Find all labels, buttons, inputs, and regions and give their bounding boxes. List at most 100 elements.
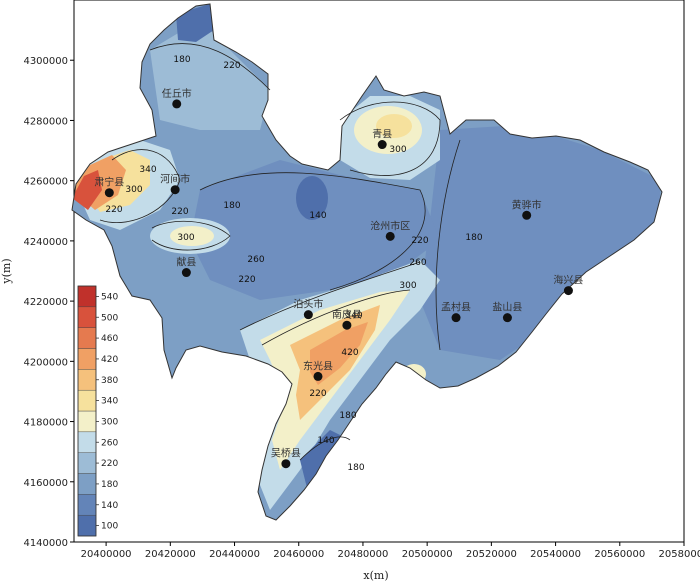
legend-swatch xyxy=(77,494,97,516)
x-tick-label: 20480000 xyxy=(337,549,388,560)
x-tick-label: 20440000 xyxy=(209,549,260,560)
region-outline xyxy=(71,3,663,521)
x-tick-label: 20500000 xyxy=(402,549,453,560)
city-label: 任丘市 xyxy=(162,87,192,100)
city-marker xyxy=(104,188,114,198)
x-tick-label: 20460000 xyxy=(273,549,324,560)
contour-line-3 xyxy=(199,172,426,291)
x-axis: 20400000 20420000 20440000 20460000 20480000… xyxy=(81,542,700,560)
contour-value-label: 180 xyxy=(347,463,364,473)
y-tick-label: 4140000 xyxy=(23,538,68,549)
contour-line-1 xyxy=(149,43,271,91)
legend-value-label: 460 xyxy=(101,334,118,344)
contour-value-label: 340 xyxy=(345,311,362,321)
y-tick-label: 4200000 xyxy=(23,357,68,368)
contour-value-label: 260 xyxy=(247,255,264,265)
contour-value-label: 300 xyxy=(389,145,406,155)
contour-value-label: 300 xyxy=(399,281,416,291)
city-marker xyxy=(281,459,291,469)
legend-value-label: 420 xyxy=(101,355,118,365)
city-label: 青县 xyxy=(372,128,392,141)
band-central-low xyxy=(190,160,440,300)
legend-value-label: 100 xyxy=(101,522,118,532)
legend-swatch xyxy=(77,452,97,474)
contour-line-6 xyxy=(261,289,411,346)
legend-value-label: 300 xyxy=(101,417,118,427)
contour-line-9 xyxy=(151,220,231,251)
city-label: 海兴县 xyxy=(553,274,583,287)
city-label: 南皮县 xyxy=(332,308,362,321)
y-tick-label: 4280000 xyxy=(23,116,68,127)
band-south-420 xyxy=(310,322,368,385)
contour-line-8 xyxy=(299,436,351,461)
contour-line-4 xyxy=(339,101,441,176)
contour-value-label: 300 xyxy=(125,185,142,195)
band-west-500 xyxy=(72,170,102,210)
city-label: 河间市 xyxy=(160,173,190,186)
contour-value-label: 220 xyxy=(171,207,188,217)
contour-value-label: 300 xyxy=(177,233,194,243)
contour-line-7 xyxy=(435,139,461,351)
x-tick-label: 20540000 xyxy=(530,549,581,560)
city-label: 黄骅市 xyxy=(512,198,542,211)
x-tick-label: 20560000 xyxy=(594,549,645,560)
colorbar-legend: 100 140 180 220 260 300 340 380 420 460 500 540 xyxy=(77,285,118,537)
contour-value-label: 220 xyxy=(223,61,240,71)
contour-line-2 xyxy=(99,149,181,223)
legend-value-label: 180 xyxy=(101,480,118,490)
contour-value-label: 220 xyxy=(105,205,122,215)
contour-value-label: 220 xyxy=(238,275,255,285)
legend-frame xyxy=(77,285,97,537)
legend-swatch xyxy=(77,348,97,370)
contour-line-5 xyxy=(239,261,421,331)
city-marker xyxy=(502,313,512,323)
band-wc-300 xyxy=(170,226,214,246)
legend-swatch xyxy=(77,285,97,308)
city-label: 盐山县 xyxy=(492,301,522,314)
contour-lines xyxy=(99,43,461,461)
legend-swatch xyxy=(77,389,97,412)
city-label: 孟村县 xyxy=(441,301,471,314)
contour-value-label: 220 xyxy=(411,236,428,246)
city-marker xyxy=(303,310,313,320)
legend-value-label: 260 xyxy=(101,438,118,448)
city-marker xyxy=(385,231,395,241)
legend-value-label: 340 xyxy=(101,397,118,407)
city-label: 肃宁县 xyxy=(94,176,124,189)
legend-value-label: 540 xyxy=(101,292,118,302)
legend-value-label: 140 xyxy=(101,501,118,511)
contour-value-label: 180 xyxy=(223,201,240,211)
x-tick-label: 20520000 xyxy=(466,549,517,560)
city-marker xyxy=(377,140,387,150)
contour-value-label: 180 xyxy=(173,55,190,65)
contour-value-label: 180 xyxy=(339,411,356,421)
contour-value-label: 340 xyxy=(139,165,156,175)
contour-value-label: 140 xyxy=(309,211,326,221)
legend-swatch xyxy=(77,306,97,328)
city-label: 吴桥县 xyxy=(271,448,301,460)
city-marker xyxy=(522,210,532,220)
city-marker xyxy=(172,99,182,109)
y-tick-label: 4240000 xyxy=(23,237,68,248)
contour-value-label: 420 xyxy=(341,348,358,358)
band-qing-340 xyxy=(376,114,412,138)
contour-value-label: 140 xyxy=(317,436,334,446)
y-axis-label: y(m) xyxy=(0,258,13,284)
y-tick-label: 4300000 xyxy=(23,56,68,67)
city-label: 献县 xyxy=(176,256,196,269)
band-140-pocket xyxy=(296,176,328,220)
city-label: 东光县 xyxy=(303,359,333,372)
legend-swatch xyxy=(77,327,97,349)
x-tick-label: 20420000 xyxy=(145,549,196,560)
legend-swatch xyxy=(77,410,97,433)
city-label: 沧州市区 xyxy=(370,219,410,232)
x-axis-label: x(m) xyxy=(363,569,388,582)
y-tick-label: 4160000 xyxy=(23,478,68,489)
city-label: 泊头市 xyxy=(293,298,323,311)
city-marker xyxy=(563,286,573,296)
city-marker xyxy=(451,313,461,323)
